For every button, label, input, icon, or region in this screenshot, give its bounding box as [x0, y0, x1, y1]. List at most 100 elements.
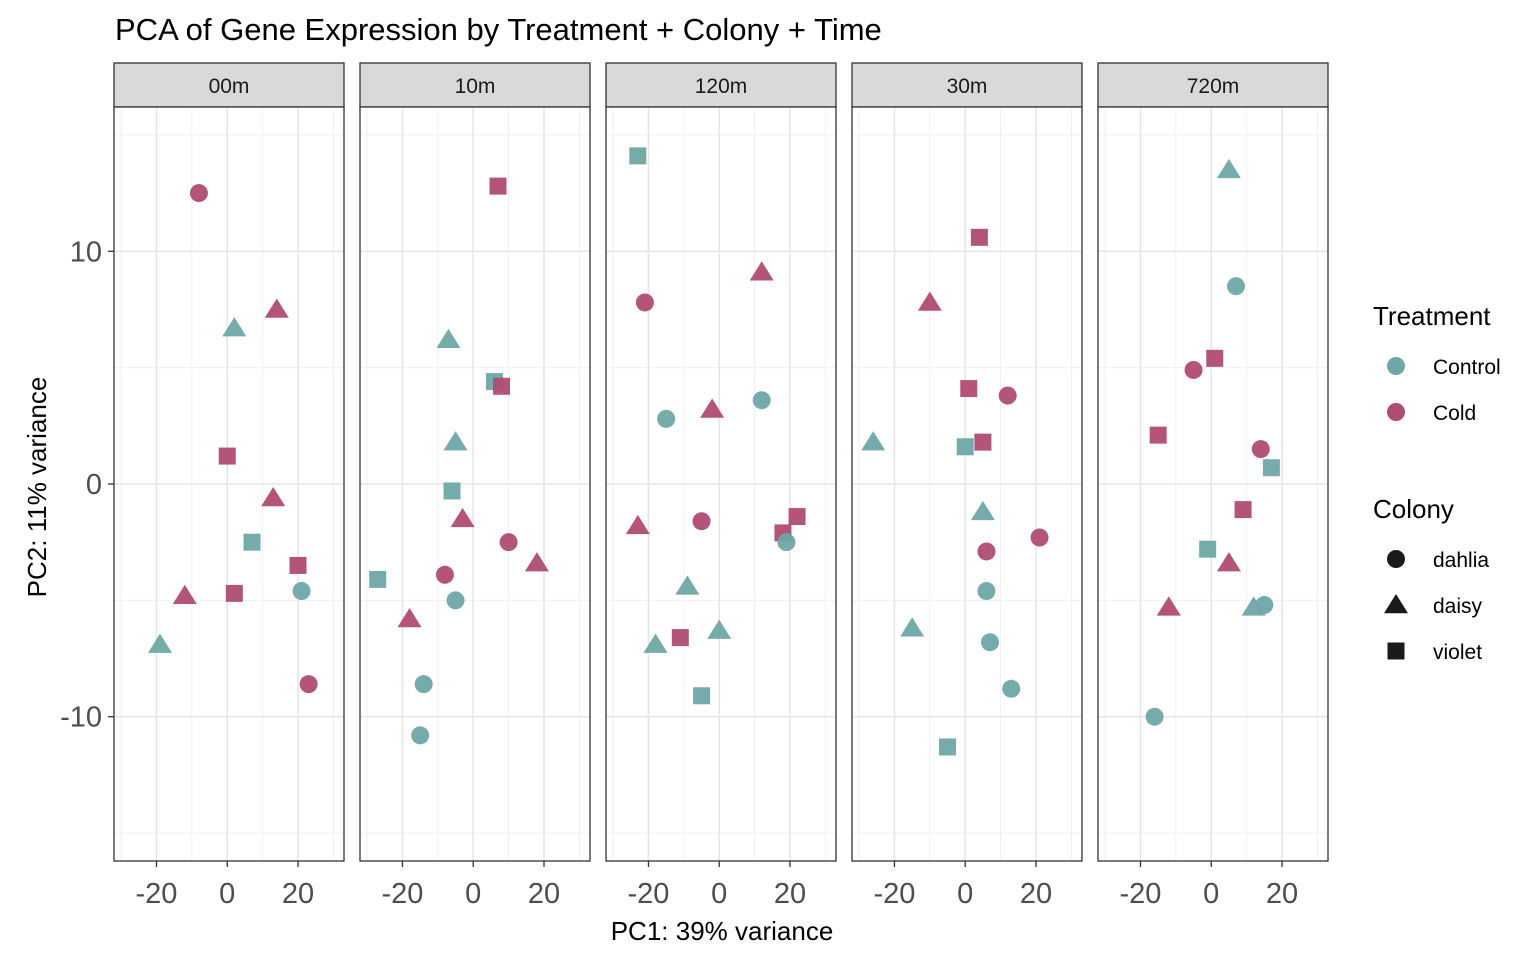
- legend-label: violet: [1433, 641, 1482, 664]
- data-point: [1199, 540, 1217, 558]
- data-point: [788, 508, 806, 526]
- data-point: [411, 726, 430, 745]
- y-axis: -10 0 10: [60, 236, 114, 734]
- data-point: [960, 380, 978, 398]
- data-point: [625, 514, 650, 535]
- y-tick-label: 10: [70, 236, 102, 268]
- legend-title-colony: Colony: [1373, 494, 1454, 524]
- facet-strip-label: 10m: [455, 75, 496, 98]
- facet-panel-120m: 120m -20 0 20: [605, 62, 837, 910]
- data-point: [172, 584, 197, 604]
- data-point: [443, 431, 468, 451]
- panel-border: [605, 106, 837, 862]
- x-tick-label: 0: [219, 878, 235, 910]
- legend: Treatment Control Cold Colony dahlia daisy vio…: [1373, 301, 1501, 664]
- x-tick-label: 0: [465, 878, 481, 910]
- x-tick-label: 20: [774, 878, 806, 910]
- data-point: [749, 261, 774, 281]
- data-point: [1156, 596, 1181, 616]
- data-point: [956, 438, 974, 456]
- data-point: [657, 409, 676, 428]
- x-tick-label: -20: [628, 878, 670, 910]
- data-point: [446, 591, 465, 610]
- facet-panel-10m: 10m -20 0 20: [359, 62, 591, 910]
- data-point: [443, 482, 461, 500]
- data-point: [524, 552, 549, 572]
- y-tick-label: -10: [60, 702, 102, 734]
- y-axis-title: PC2: 11% variance: [22, 377, 52, 598]
- x-tick-label: 0: [1203, 878, 1219, 910]
- legend-label: Control: [1433, 356, 1501, 379]
- data-point: [977, 542, 996, 561]
- data-point: [1262, 459, 1280, 477]
- data-point: [1227, 277, 1245, 296]
- facet-strip-label: 720m: [1187, 75, 1240, 98]
- data-point: [1030, 528, 1049, 547]
- y-tick-label: 0: [86, 469, 102, 501]
- data-point: [264, 298, 289, 318]
- x-axis-title: PC1: 39% variance: [611, 916, 834, 946]
- data-point: [493, 377, 511, 395]
- data-point: [1216, 552, 1241, 572]
- panel-border: [1097, 106, 1329, 862]
- x-tick-label: -20: [136, 878, 178, 910]
- data-point: [900, 617, 925, 637]
- x-tick-label: 20: [1266, 878, 1298, 910]
- facet-strip-label: 120m: [695, 75, 748, 98]
- legend-key-dahlia: [1387, 550, 1405, 568]
- facet-strip: [359, 62, 591, 108]
- x-tick-label: -20: [874, 878, 916, 910]
- data-point: [777, 533, 796, 552]
- panel-border: [851, 106, 1083, 862]
- data-point: [1184, 360, 1203, 379]
- data-point: [1145, 707, 1164, 726]
- data-point: [643, 633, 668, 653]
- data-point: [218, 447, 236, 465]
- chart-title: PCA of Gene Expression by Treatment + Co…: [115, 12, 882, 47]
- data-point: [369, 570, 387, 588]
- facet-panels: 00m -20 0 20 10m -20 0 20 120m -20 0 20 30m -20 0 20 720…: [113, 62, 1329, 910]
- facet-panel-30m: 30m -20 0 20: [851, 62, 1083, 910]
- facet-strip-label: 00m: [209, 75, 250, 98]
- legend-label: Cold: [1433, 402, 1476, 425]
- panel-border: [359, 106, 591, 862]
- data-point: [861, 431, 886, 451]
- data-point: [675, 575, 700, 595]
- data-point: [1251, 440, 1270, 459]
- facet-strip-label: 30m: [947, 75, 988, 98]
- data-point: [1216, 158, 1241, 179]
- data-point: [707, 619, 732, 639]
- data-point: [700, 398, 725, 418]
- data-point: [489, 177, 507, 195]
- data-point: [981, 633, 999, 652]
- data-point: [693, 687, 711, 705]
- x-tick-label: 20: [528, 878, 560, 910]
- data-point: [998, 386, 1017, 405]
- data-point: [292, 582, 311, 601]
- data-point: [1002, 679, 1021, 698]
- data-point: [1149, 426, 1167, 444]
- data-point: [436, 328, 461, 348]
- x-tick-label: -20: [382, 878, 424, 910]
- data-point: [974, 433, 992, 451]
- data-point: [148, 633, 172, 653]
- x-tick-label: -20: [1120, 878, 1162, 910]
- x-tick-label: 0: [711, 878, 727, 910]
- data-point: [939, 738, 957, 756]
- data-point: [289, 556, 307, 574]
- data-point: [499, 533, 518, 552]
- facet-strip: [1097, 62, 1329, 108]
- legend-title-treatment: Treatment: [1373, 301, 1491, 331]
- data-point: [189, 184, 208, 203]
- legend-key-cold: [1387, 403, 1405, 421]
- data-point: [1234, 501, 1252, 519]
- legend-label: dahlia: [1433, 549, 1489, 572]
- x-tick-label: 20: [282, 878, 314, 910]
- data-point: [435, 565, 454, 584]
- data-point: [1255, 596, 1274, 615]
- x-tick-label: 20: [1020, 878, 1052, 910]
- data-point: [977, 582, 996, 601]
- data-point: [225, 584, 243, 602]
- legend-label: daisy: [1433, 595, 1483, 618]
